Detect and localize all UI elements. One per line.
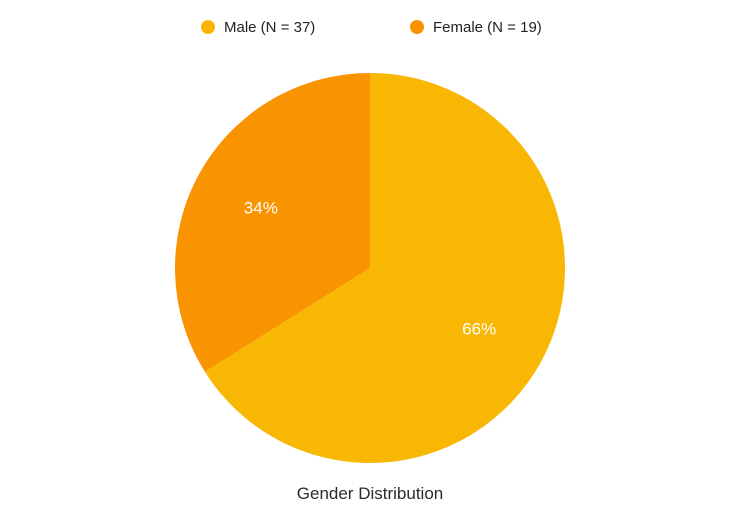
chart-caption: Gender Distribution <box>297 484 443 503</box>
pie-slice-label-0: 66% <box>462 319 496 338</box>
pie-slice-labels: 66% 34% <box>244 199 496 339</box>
legend-swatch-1 <box>410 20 424 34</box>
pie-slice-label-1: 34% <box>244 199 278 218</box>
legend-item-0: Male (N = 37) <box>201 19 315 36</box>
legend: Male (N = 37) Female (N = 19) <box>201 19 542 36</box>
legend-label-1: Female (N = 19) <box>433 19 542 36</box>
legend-swatch-0 <box>201 20 215 34</box>
legend-label-0: Male (N = 37) <box>224 19 315 36</box>
pie-slice-0 <box>204 73 565 463</box>
pie-slices <box>175 73 565 463</box>
legend-item-1: Female (N = 19) <box>410 19 542 36</box>
pie-slice-1 <box>175 73 370 372</box>
